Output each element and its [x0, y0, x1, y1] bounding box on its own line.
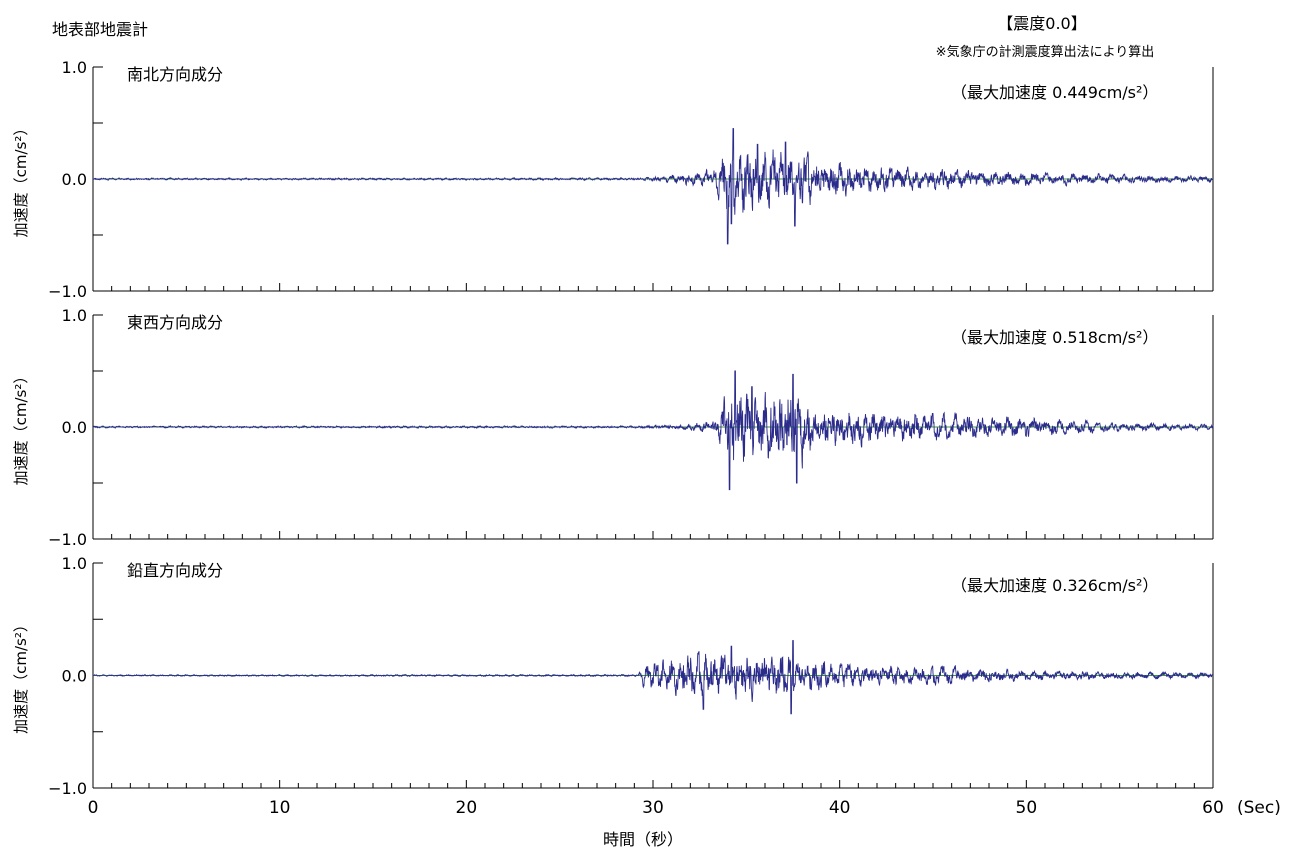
component-title: 東西方向成分 — [127, 313, 223, 332]
y-axis-label: 加速度（cm/s²） — [12, 617, 30, 734]
peak-acceleration-label: （最大加速度 0.518cm/s²） — [951, 328, 1158, 347]
y-tick-label: −1.0 — [48, 282, 87, 301]
y-axis-label: 加速度（cm/s²） — [12, 369, 30, 486]
panel-3: 1.0 0.0 −1.0 加速度（cm/s²） 鉛直方向成分 （最大加速度 0.326cm… — [12, 554, 1214, 798]
x-tick-label: 10 — [269, 798, 291, 818]
y-tick-label: 1.0 — [62, 306, 87, 325]
panels: 1.0 0.0 −1.0 加速度（cm/s²） 南北方向成分 （最大加速度 0.449cm… — [12, 58, 1214, 798]
y-axis-label: 加速度（cm/s²） — [12, 121, 30, 238]
y-tick-label: 1.0 — [62, 554, 87, 573]
y-tick-label: 0.0 — [62, 418, 87, 437]
peak-acceleration-label: （最大加速度 0.326cm/s²） — [951, 576, 1158, 595]
component-title: 鉛直方向成分 — [127, 561, 223, 580]
x-tick-label: 60 — [1202, 798, 1224, 818]
y-tick-label: −1.0 — [48, 779, 87, 798]
acceleration-trace — [92, 370, 1214, 491]
y-tick-label: 0.0 — [62, 170, 87, 189]
x-tick-label: 40 — [829, 798, 851, 818]
y-tick-label: 0.0 — [62, 667, 87, 686]
x-tick-label: 20 — [456, 798, 478, 818]
acceleration-trace — [92, 640, 1214, 715]
panel-2: 1.0 0.0 −1.0 加速度（cm/s²） 東西方向成分 （最大加速度 0.518cm… — [12, 306, 1214, 549]
station-label: 地表部地震計 — [52, 20, 148, 39]
panel-1: 1.0 0.0 −1.0 加速度（cm/s²） 南北方向成分 （最大加速度 0.449cm… — [12, 58, 1214, 301]
peak-acceleration-label: （最大加速度 0.449cm/s²） — [951, 83, 1158, 102]
x-axis-label: 時間（秒） — [603, 830, 683, 849]
x-tick-label: 50 — [1016, 798, 1038, 818]
y-tick-label: −1.0 — [48, 530, 87, 549]
y-tick-label: 1.0 — [62, 58, 87, 77]
x-tick-label: 0 — [88, 798, 99, 818]
x-axis: 0 10 20 30 40 50 60 (Sec) — [88, 798, 1281, 818]
x-tick-label: 30 — [642, 798, 664, 818]
intensity-label: 【震度0.0】 — [997, 14, 1086, 33]
component-title: 南北方向成分 — [127, 65, 223, 84]
acceleration-trace — [92, 128, 1214, 245]
x-axis-unit: (Sec) — [1237, 798, 1281, 818]
intensity-note: ※気象庁の計測震度算出法により算出 — [936, 44, 1155, 60]
